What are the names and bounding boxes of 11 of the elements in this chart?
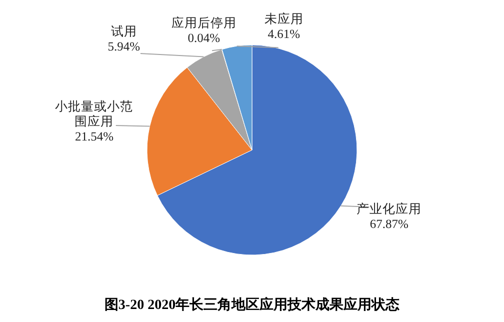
data-label: 0.04% — [188, 30, 220, 45]
slice-label: 小批量或小范围应用 — [55, 100, 134, 129]
slice-label: 应用后停用 — [171, 14, 236, 30]
data-label: 5.94% — [108, 40, 140, 54]
slice-label: 产业化应用 — [356, 201, 422, 216]
slice-label: 试用 — [110, 24, 137, 39]
slice-label: 未应用 — [264, 10, 304, 26]
data-label: 21.54% — [74, 130, 114, 144]
text: 图3-20 2020年长三角地区应用技术成果应用状态 — [104, 296, 400, 313]
data-label: 67.87% — [370, 217, 408, 232]
data-label: 4.61% — [268, 26, 300, 41]
